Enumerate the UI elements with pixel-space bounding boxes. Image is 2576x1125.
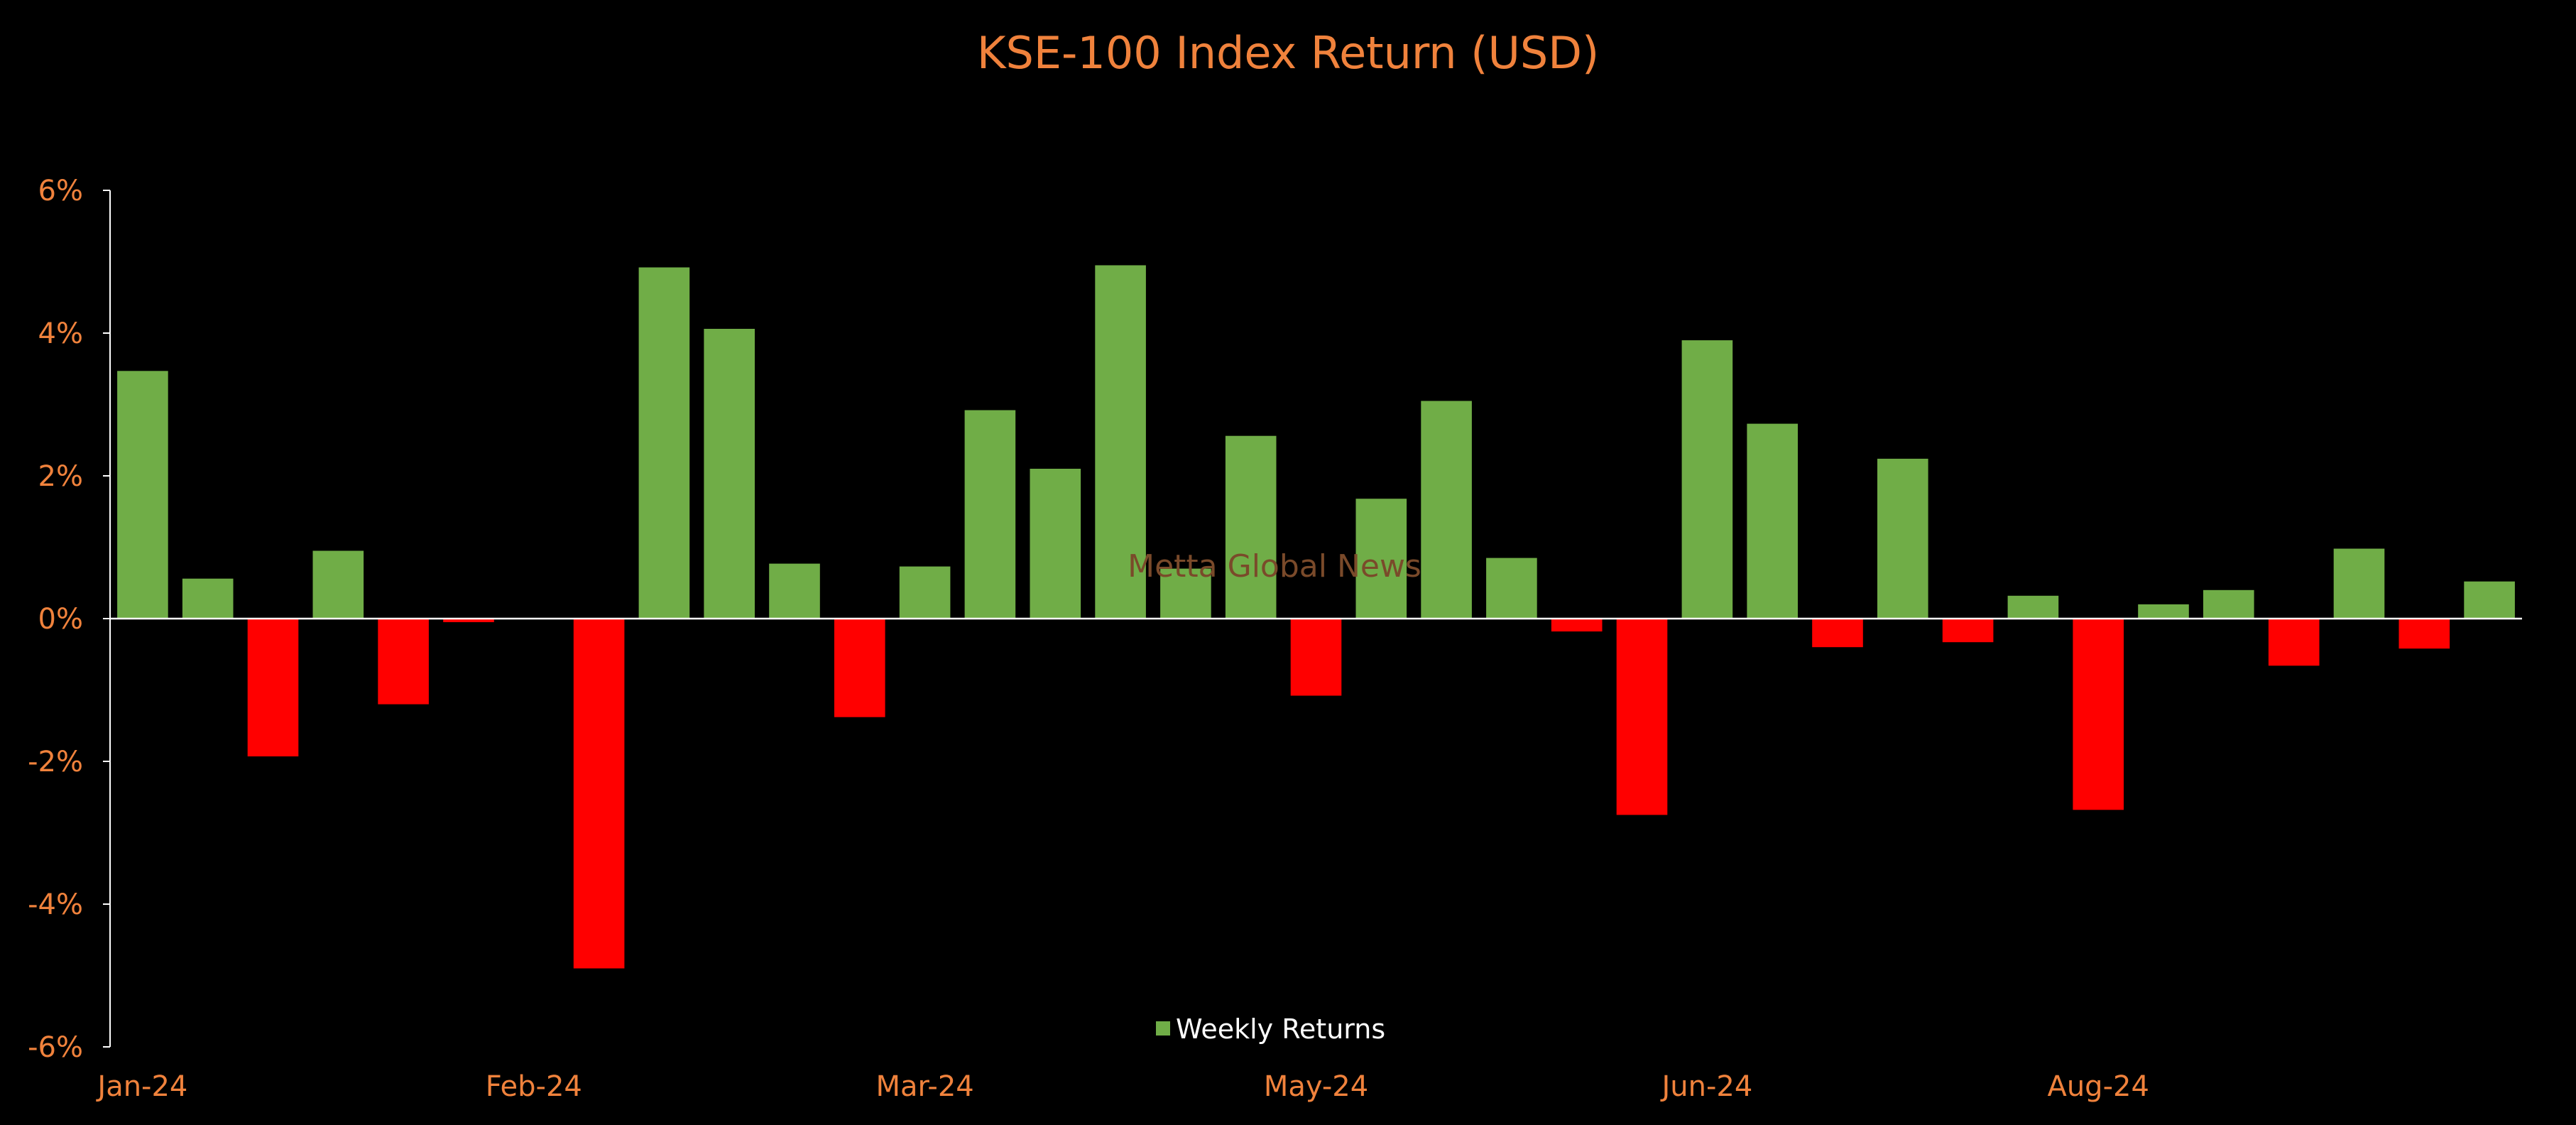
x-tick-label: May-24 [1264, 1070, 1368, 1103]
bar [834, 619, 885, 717]
bars-group [117, 265, 2515, 969]
bar [378, 619, 429, 705]
bar [1877, 458, 1928, 619]
x-tick-label: Jun-24 [1659, 1070, 1752, 1103]
bar [1421, 401, 1472, 619]
bar [1551, 619, 1603, 632]
bar [443, 619, 494, 622]
y-tick-label: 6% [38, 175, 83, 207]
bar [573, 619, 625, 969]
bar [899, 566, 951, 619]
bar [2138, 604, 2189, 619]
bar [1942, 619, 1994, 643]
bar [312, 550, 364, 619]
bar [1355, 499, 1407, 619]
bar [2268, 619, 2320, 666]
bar [1225, 435, 1277, 619]
y-tick-label: 2% [38, 460, 83, 493]
y-tick-label: -2% [28, 746, 83, 778]
legend-label: Weekly Returns [1176, 1013, 1385, 1045]
bar [117, 371, 168, 619]
bar [247, 619, 299, 756]
bar [2333, 548, 2385, 619]
legend: Weekly Returns [1156, 1013, 1385, 1045]
bar [2398, 619, 2450, 649]
bar [2203, 589, 2254, 619]
bar [1486, 558, 1537, 619]
bar [638, 267, 690, 619]
y-tick-label: 4% [38, 317, 83, 350]
bar [1095, 265, 1146, 619]
bar [1747, 423, 1798, 619]
y-tick-label: 0% [38, 603, 83, 636]
x-tick-label: Aug-24 [2047, 1070, 2149, 1103]
y-axis-ticks: 6% 4% 2% 0% -2% -4% -6% [28, 175, 110, 1064]
watermark: Metta Global News [1128, 548, 1421, 585]
bar [769, 563, 820, 619]
bar [1290, 619, 1342, 696]
bar [1681, 340, 1733, 619]
y-tick-label: -6% [28, 1031, 83, 1064]
x-tick-label: Feb-24 [486, 1070, 582, 1103]
chart-title: KSE-100 Index Return (USD) [977, 27, 1599, 79]
x-axis-ticks: Jan-24 Feb-24 Mar-24 May-24 Jun-24 Aug-24 [95, 1070, 2149, 1103]
bar [704, 329, 755, 619]
x-tick-label: Mar-24 [875, 1070, 973, 1103]
bar [2073, 619, 2124, 810]
bar [1616, 619, 1668, 815]
bar [964, 410, 1016, 619]
bar [1812, 619, 1863, 648]
bar [2007, 595, 2059, 619]
y-tick-label: -4% [28, 888, 83, 921]
bar [1030, 469, 1081, 619]
bar [182, 578, 234, 619]
bar [1160, 568, 1211, 619]
legend-swatch [1156, 1021, 1170, 1036]
x-tick-label: Jan-24 [95, 1070, 187, 1103]
bar [2464, 581, 2515, 619]
